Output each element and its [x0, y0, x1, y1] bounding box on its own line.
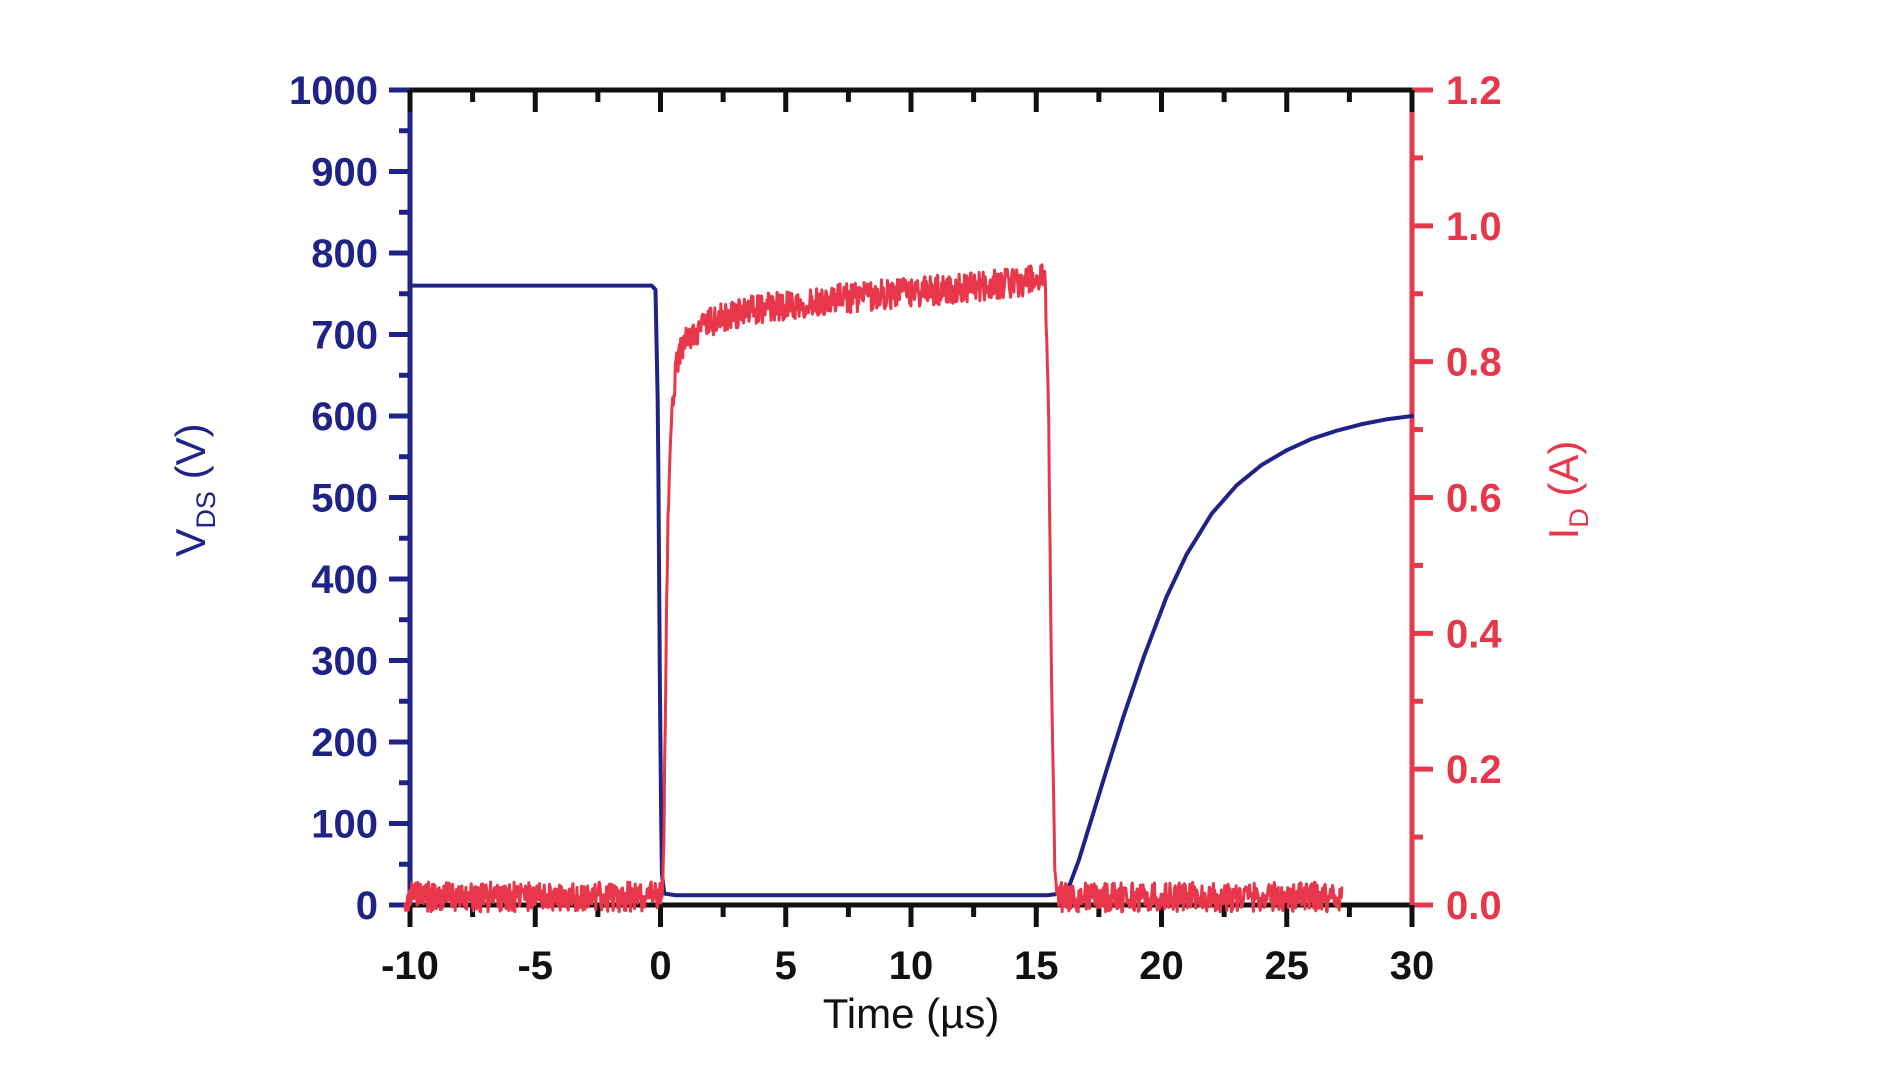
svg-text:ID (A): ID (A) [1540, 441, 1594, 540]
left-tick-label: 800 [311, 232, 378, 276]
left-axis-ticks [389, 87, 410, 908]
right-tick-label: 0.4 [1446, 612, 1502, 656]
x-tick-label: 30 [1390, 944, 1435, 988]
left-axis-tick-labels: 0 100 200 300 400 500 600 700 800 900 1000 [289, 69, 378, 928]
left-axis-title: VDS (V) [167, 423, 221, 556]
right-axis-tick-labels: 0.0 0.2 0.4 0.6 0.8 1.0 1.2 [1446, 69, 1502, 928]
left-tick-label: 900 [311, 151, 378, 195]
x-axis-title: Time (µs) [823, 990, 1000, 1037]
right-tick-label: 1.2 [1446, 69, 1502, 113]
x-tick-label: -10 [381, 944, 439, 988]
svg-text:VDS (V): VDS (V) [167, 423, 221, 556]
trace-i-d [403, 263, 1344, 914]
right-axis-ticks [1412, 87, 1433, 908]
left-tick-label: 1000 [289, 69, 378, 113]
left-tick-label: 0 [356, 884, 378, 928]
left-tick-label: 100 [311, 803, 378, 847]
right-tick-label: 0.0 [1446, 884, 1502, 928]
left-tick-label: 200 [311, 721, 378, 765]
right-axis-title-unit: (A) [1540, 441, 1587, 509]
x-tick-label: 0 [649, 944, 671, 988]
left-tick-label: 300 [311, 640, 378, 684]
data-traces [403, 263, 1414, 914]
top-axis-ticks [407, 90, 1415, 112]
left-tick-label: 700 [311, 314, 378, 358]
right-tick-label: 0.2 [1446, 748, 1502, 792]
left-axis-title-main: V [167, 529, 214, 557]
left-axis-title-sub: DS [191, 491, 221, 529]
x-axis-ticks [407, 905, 1415, 927]
x-tick-label: 5 [775, 944, 797, 988]
trace-v-ds [408, 283, 1414, 898]
x-tick-label: 25 [1265, 944, 1310, 988]
x-axis-tick-labels: -10 -5 0 5 10 15 20 25 30 [381, 944, 1434, 988]
right-axis-title-sub: D [1564, 508, 1594, 528]
x-tick-label: 15 [1014, 944, 1059, 988]
right-axis-title-main: I [1540, 528, 1587, 540]
left-tick-label: 600 [311, 395, 378, 439]
right-axis-title: ID (A) [1540, 441, 1594, 540]
left-tick-label: 400 [311, 558, 378, 602]
right-tick-label: 0.8 [1446, 341, 1502, 385]
x-tick-label: 20 [1139, 944, 1184, 988]
left-axis-title-unit: (V) [167, 423, 214, 491]
right-tick-label: 0.6 [1446, 477, 1502, 521]
x-tick-label: 10 [889, 944, 934, 988]
right-tick-label: 1.0 [1446, 205, 1502, 249]
left-tick-label: 500 [311, 477, 378, 521]
x-tick-label: -5 [517, 944, 553, 988]
